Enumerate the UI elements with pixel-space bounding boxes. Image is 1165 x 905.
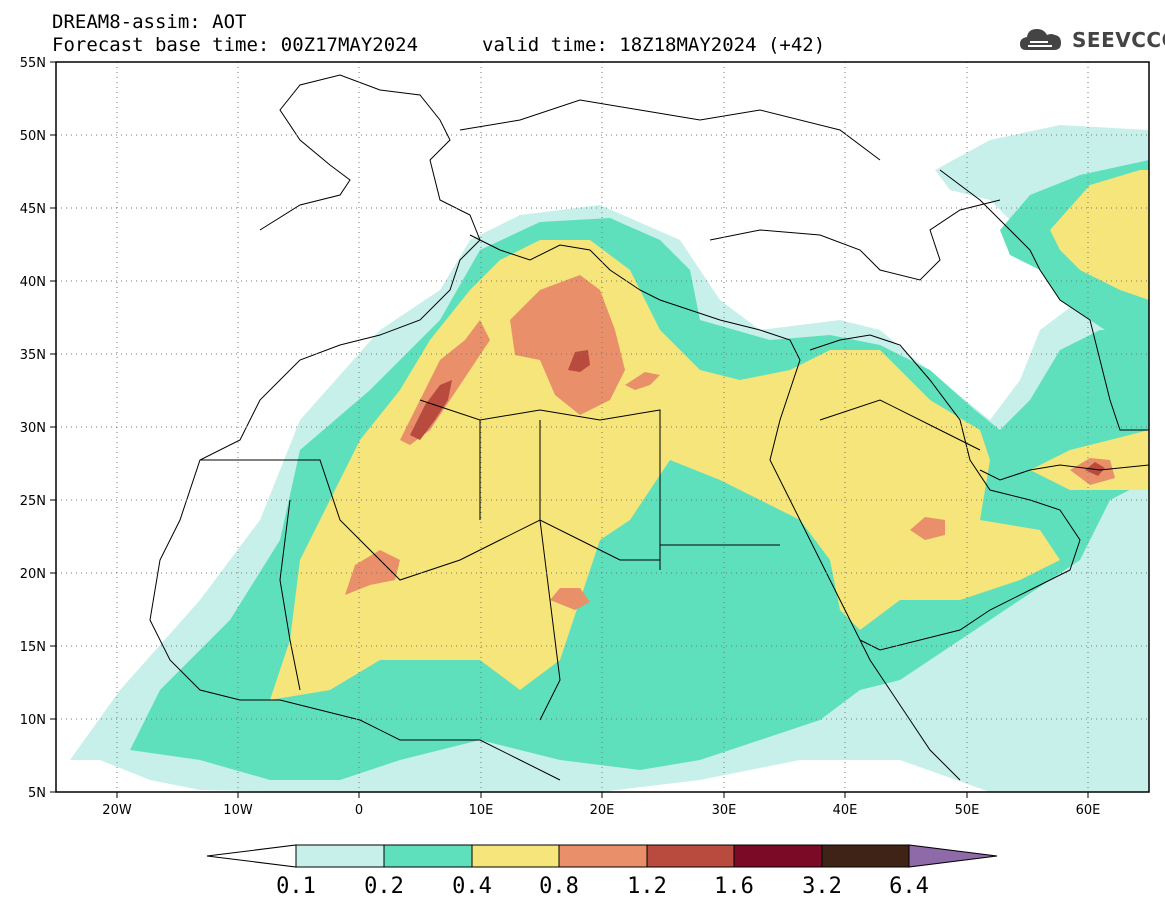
lat-label-50n: 50N xyxy=(20,129,46,144)
colorbar-swatch xyxy=(733,844,823,868)
colorbar: 0.1 0.2 0.4 0.8 1.2 1.6 3.2 6.4 xyxy=(206,844,998,899)
colorbar-label: 0.2 xyxy=(364,874,404,899)
lon-label-10e: 10E xyxy=(469,803,494,818)
lon-label-30e: 30E xyxy=(712,803,737,818)
lon-label-60e: 60E xyxy=(1076,803,1101,818)
lon-label-20w: 20W xyxy=(102,803,132,818)
colorbar-label: 3.2 xyxy=(802,874,842,899)
colorbar-label: 1.6 xyxy=(714,874,754,899)
gridlines xyxy=(56,62,1149,792)
map-title: DREAM8-assim: AOT xyxy=(52,11,247,33)
lon-label-10w: 10W xyxy=(223,803,253,818)
lat-label-15n: 15N xyxy=(20,640,46,655)
coastlines xyxy=(149,74,1149,781)
colorbar-swatch xyxy=(646,844,735,868)
colorbar-high-triangle xyxy=(908,844,998,868)
lat-label-25n: 25N xyxy=(20,494,46,509)
lat-label-55n: 55N xyxy=(20,56,46,71)
colorbar-label: 0.1 xyxy=(276,874,316,899)
lat-label-5n: 5N xyxy=(28,786,46,801)
lat-label-40n: 40N xyxy=(20,275,46,290)
lat-label-10n: 10N xyxy=(20,713,46,728)
forecast-base-time: Forecast base time: 00Z17MAY2024 xyxy=(52,34,419,56)
lat-label-45n: 45N xyxy=(20,202,46,217)
latitude-labels: 55N 50N 45N 40N 35N 30N 25N 20N 15N 10N … xyxy=(20,56,46,801)
colorbar-swatch xyxy=(295,844,385,868)
lon-label-0: 0 xyxy=(355,803,363,818)
tick-marks xyxy=(50,61,1089,798)
colorbar-swatch xyxy=(558,844,648,868)
colorbar-label: 0.4 xyxy=(452,874,492,899)
colorbar-low-triangle xyxy=(206,844,297,868)
lon-label-50e: 50E xyxy=(955,803,980,818)
lon-label-40e: 40E xyxy=(833,803,858,818)
colorbar-label: 6.4 xyxy=(889,874,929,899)
cloud-icon xyxy=(1020,29,1061,50)
colorbar-swatch xyxy=(471,844,560,868)
lon-label-20e: 20E xyxy=(590,803,615,818)
colorbar-swatch xyxy=(383,844,473,868)
lat-label-20n: 20N xyxy=(20,567,46,582)
lat-label-30n: 30N xyxy=(20,421,46,436)
colorbar-swatch xyxy=(821,844,910,868)
colorbar-label: 0.8 xyxy=(539,874,579,899)
longitude-labels: 20W 10W 0 10E 20E 30E 40E 50E 60E xyxy=(102,803,1100,818)
seevccc-logo: SEEVCCC xyxy=(1072,28,1165,52)
colorbar-label: 1.2 xyxy=(627,874,667,899)
valid-time: valid time: 18Z18MAY2024 (+42) xyxy=(482,34,826,56)
lat-label-35n: 35N xyxy=(20,348,46,363)
